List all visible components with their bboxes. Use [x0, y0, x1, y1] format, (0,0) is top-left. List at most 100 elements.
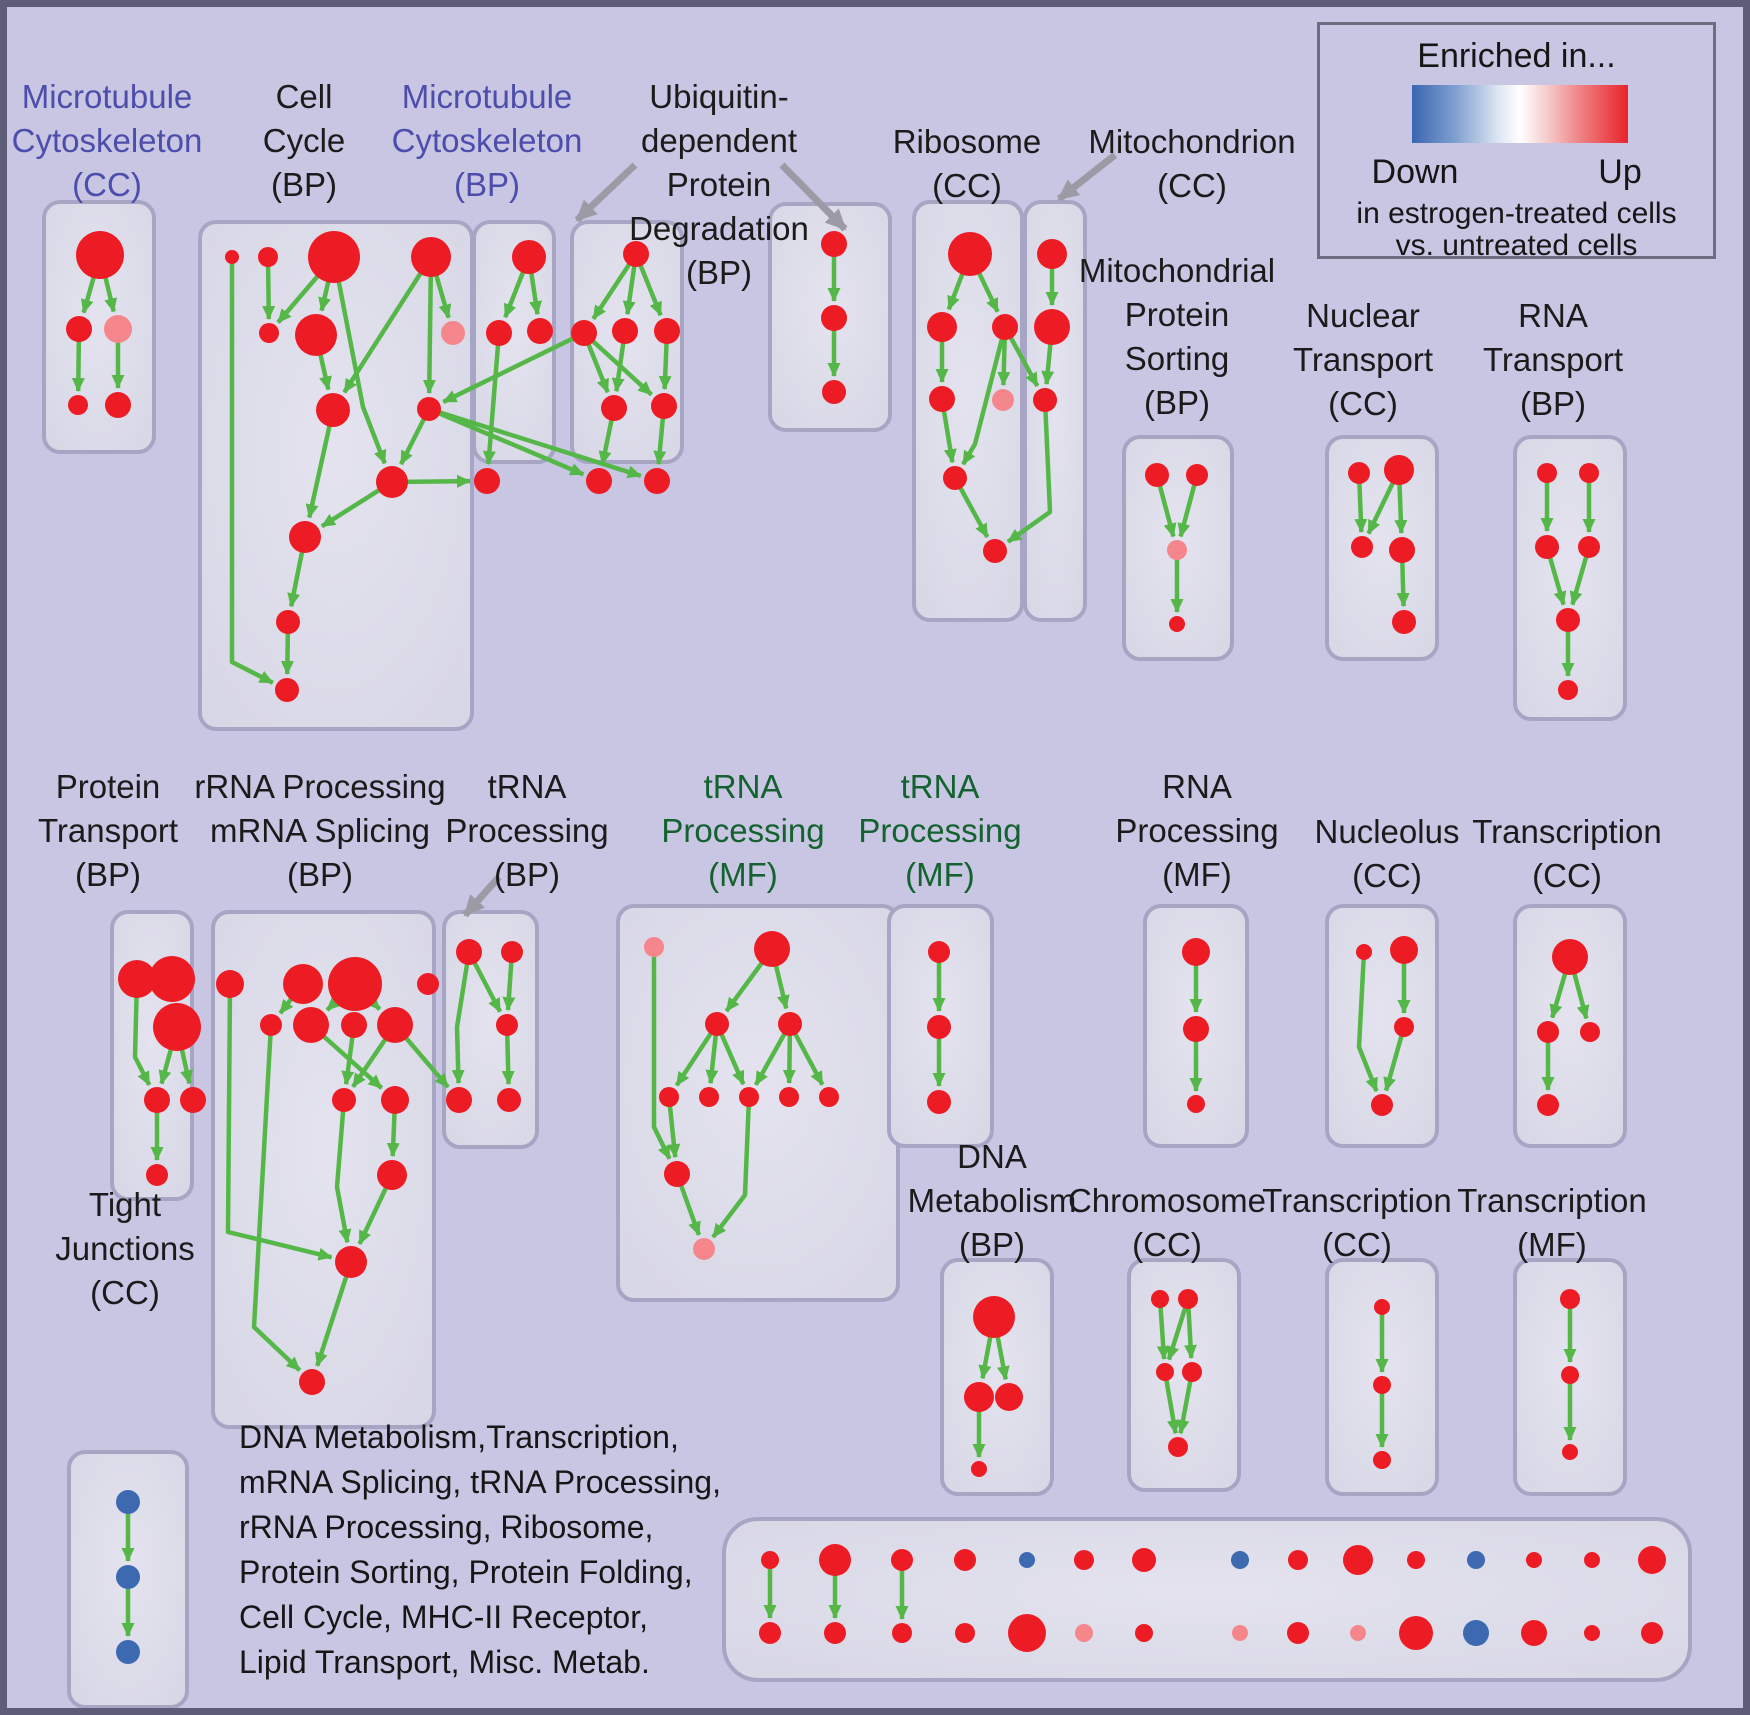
go-term-node-red — [1186, 464, 1208, 486]
label-line: Cycle — [262, 122, 346, 159]
label-line: (MF) — [708, 856, 778, 893]
label-line: Protein — [55, 768, 161, 805]
label-line: Transcription — [1472, 813, 1662, 850]
go-term-node-red — [276, 610, 300, 634]
go-term-node-red — [1560, 1289, 1580, 1309]
label-line: (BP) — [959, 1226, 1025, 1263]
go-term-node-red — [1552, 939, 1588, 975]
label-line: (BP) — [271, 166, 337, 203]
go-term-node-red — [1182, 938, 1210, 966]
label-line: Processing — [661, 812, 825, 849]
go-term-node-red — [821, 231, 847, 257]
enrichment-edge — [334, 1099, 352, 1244]
go-term-node-red — [76, 231, 124, 279]
label-line: Processing — [1115, 812, 1279, 849]
go-term-node-red — [446, 1087, 472, 1113]
go-term-node-red — [891, 1549, 913, 1571]
go-term-node-red — [332, 1088, 356, 1112]
enrichment-edge — [428, 406, 585, 477]
go-term-node-red — [983, 539, 1007, 563]
go-term-node-red — [381, 1086, 409, 1114]
go-term-node-red — [664, 1161, 690, 1187]
go-term-node-red — [260, 1014, 282, 1036]
label-nucleolus-cc: Nucleolus (CC) — [1207, 810, 1567, 898]
label-ubiquitin-dependent-protein-degradation-bp: Ubiquitin-dependent Protein Degradation (BP… — [539, 75, 899, 295]
note-line: mRNA Splicing, tRNA Processing, — [239, 1464, 721, 1500]
label-line: (BP) — [75, 856, 141, 893]
enrichment-edge — [315, 1261, 354, 1367]
go-term-node-red — [1641, 1622, 1663, 1644]
label-line: rRNA Processing — [194, 768, 446, 805]
go-term-node-red — [512, 240, 546, 274]
label-microtubule-cytoskeleton-cc: Microtubule Cytoskeleton (CC) — [7, 75, 287, 207]
label-mitochondrion-cc: Mitochondrion (CC) — [1012, 120, 1372, 208]
go-term-node-red — [1584, 1625, 1600, 1641]
go-term-node-red — [1288, 1550, 1308, 1570]
go-term-node-pink — [644, 937, 664, 957]
go-term-node-red — [258, 247, 278, 267]
go-term-node-pink — [992, 389, 1014, 411]
label-line: Processing — [445, 812, 609, 849]
go-term-node-red — [821, 305, 847, 331]
go-term-node-red — [1033, 388, 1057, 412]
go-term-node-red — [486, 320, 512, 346]
go-term-node-red — [1580, 1022, 1600, 1042]
go-term-node-red — [146, 1164, 168, 1186]
label-line: Metabolism — [907, 1182, 1077, 1219]
enrichment-edge — [229, 257, 274, 685]
go-term-node-red — [699, 1087, 719, 1107]
go-term-node-red — [1135, 1624, 1153, 1642]
go-term-node-red — [275, 678, 299, 702]
go-term-node-red — [1008, 1614, 1046, 1652]
go-term-node-blue — [1463, 1620, 1489, 1646]
label-line: (MF) — [905, 856, 975, 893]
go-term-node-red — [943, 466, 967, 490]
go-term-node-red — [1562, 1444, 1578, 1460]
enrichment-edge — [442, 330, 585, 404]
legend-subtitle-line1: in estrogen-treated cells — [1356, 197, 1677, 230]
go-term-node-red — [971, 1461, 987, 1477]
go-term-node-red — [612, 318, 638, 344]
go-term-node-red — [822, 380, 846, 404]
go-term-node-pink — [441, 321, 465, 345]
go-term-node-red — [501, 941, 523, 963]
label-line: Ribosome — [892, 123, 1042, 160]
label-line: (CC) — [1322, 1226, 1392, 1263]
go-term-node-red — [705, 1012, 729, 1036]
label-line: Transcription — [1457, 1182, 1647, 1219]
label-trna-processing-mf-1: tRNA Processing (MF) — [563, 765, 923, 897]
go-term-node-red — [954, 1549, 976, 1571]
go-term-node-red — [1584, 1552, 1600, 1568]
go-term-node-blue — [1019, 1552, 1035, 1568]
label-line: tRNA — [487, 768, 567, 805]
go-term-node-red — [1351, 536, 1373, 558]
go-term-node-red — [929, 386, 955, 412]
label-line: Mitochondrial — [1078, 252, 1276, 289]
go-term-node-red — [1373, 1451, 1391, 1469]
enrichment-edge — [1162, 1371, 1180, 1435]
go-term-node-red — [1392, 610, 1416, 634]
go-term-node-red — [1384, 455, 1414, 485]
go-term-node-red — [1182, 1362, 1202, 1382]
go-term-node-red — [496, 1014, 518, 1036]
go-term-node-red — [778, 1012, 802, 1036]
label-line: (BP) — [454, 166, 520, 203]
go-term-node-red — [927, 1015, 951, 1039]
go-term-node-red — [927, 1090, 951, 1114]
label-line: Degradation — [629, 210, 809, 247]
label-line: (BP) — [287, 856, 353, 893]
label-line: Transcription — [1262, 1182, 1452, 1219]
note-line: Cell Cycle, MHC-II Receptor, — [239, 1599, 648, 1635]
cluster-box-nucleolus — [1325, 904, 1439, 1148]
label-line: (MF) — [1517, 1226, 1587, 1263]
label-line: Cell — [275, 78, 333, 115]
enrichment-edge — [674, 1022, 719, 1087]
label-ribosome-cc: Ribosome (CC) — [787, 120, 1147, 208]
go-term-node-red — [293, 1007, 329, 1043]
note-line: rRNA Processing, Ribosome, — [239, 1509, 654, 1545]
enrichment-edge — [482, 332, 502, 466]
go-term-node-red — [928, 941, 950, 963]
go-term-node-red — [1579, 463, 1599, 483]
go-term-node-red — [623, 241, 649, 267]
enrichment-edge — [1356, 951, 1379, 1092]
